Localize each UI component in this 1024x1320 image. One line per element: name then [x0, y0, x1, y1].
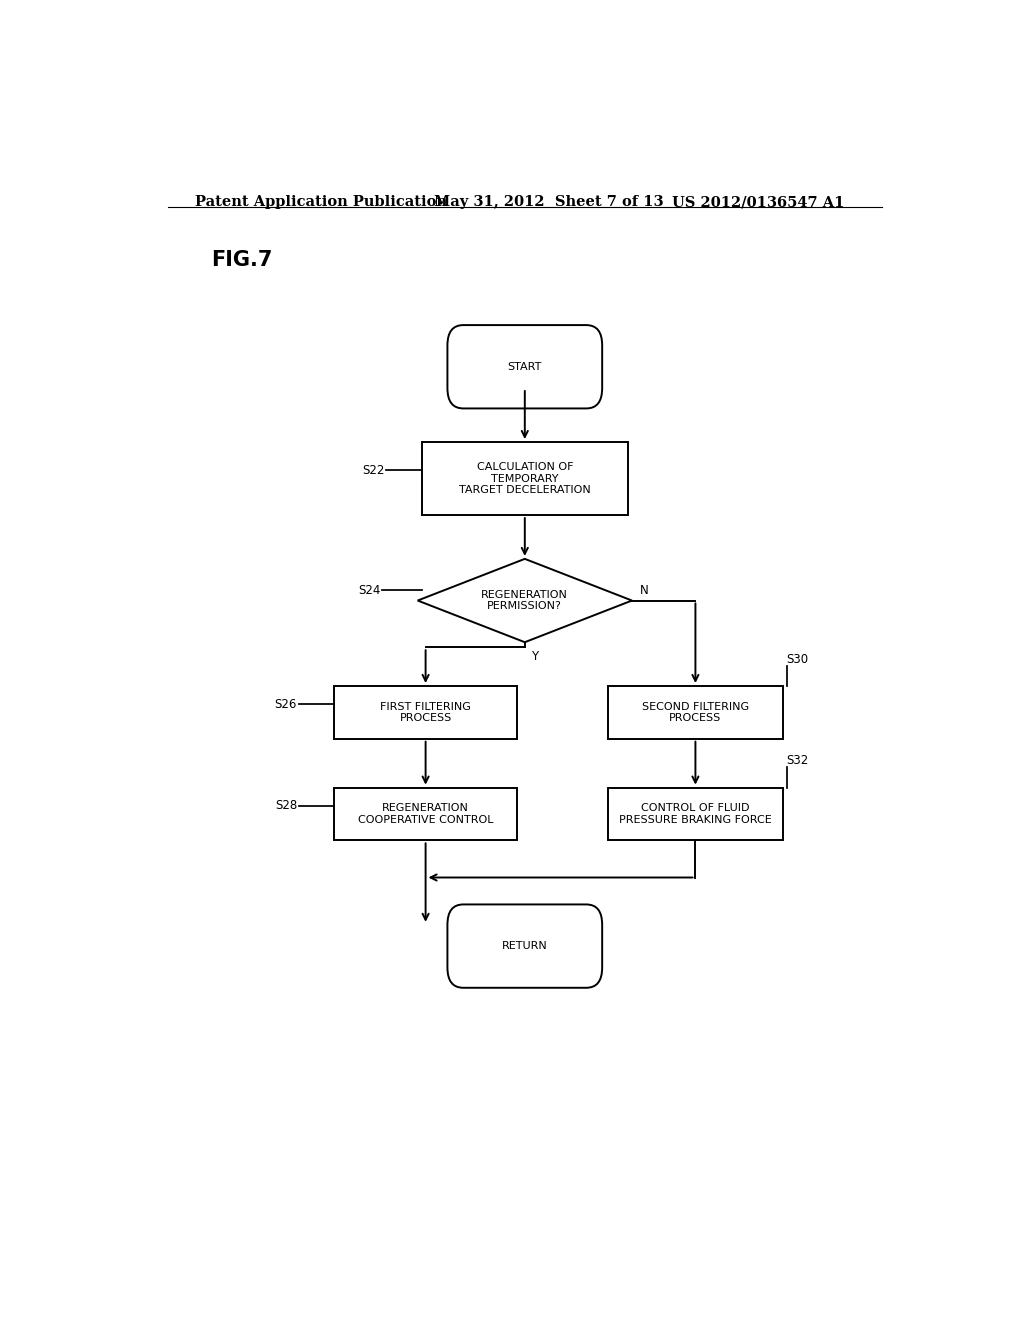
- Bar: [422, 442, 628, 515]
- Text: REGENERATION
PERMISSION?: REGENERATION PERMISSION?: [481, 590, 568, 611]
- Text: CALCULATION OF
TEMPORARY
TARGET DECELERATION: CALCULATION OF TEMPORARY TARGET DECELERA…: [459, 462, 591, 495]
- Text: US 2012/0136547 A1: US 2012/0136547 A1: [672, 195, 844, 210]
- Bar: [608, 788, 782, 841]
- Text: RETURN: RETURN: [502, 941, 548, 952]
- Text: FIRST FILTERING
PROCESS: FIRST FILTERING PROCESS: [380, 701, 471, 723]
- Text: N: N: [640, 583, 648, 597]
- Text: SECOND FILTERING
PROCESS: SECOND FILTERING PROCESS: [642, 701, 749, 723]
- Text: S22: S22: [361, 463, 384, 477]
- Text: START: START: [508, 362, 542, 372]
- Text: S30: S30: [786, 652, 809, 665]
- Bar: [608, 686, 782, 739]
- FancyBboxPatch shape: [447, 325, 602, 408]
- Text: FIG.7: FIG.7: [211, 249, 272, 269]
- Bar: [334, 686, 517, 739]
- Bar: [334, 788, 517, 841]
- Text: Y: Y: [531, 649, 539, 663]
- Text: REGENERATION
COOPERATIVE CONTROL: REGENERATION COOPERATIVE CONTROL: [357, 803, 494, 825]
- Polygon shape: [418, 558, 632, 643]
- Text: S24: S24: [358, 583, 380, 597]
- Text: S32: S32: [786, 754, 809, 767]
- FancyBboxPatch shape: [447, 904, 602, 987]
- Text: May 31, 2012  Sheet 7 of 13: May 31, 2012 Sheet 7 of 13: [433, 195, 664, 210]
- Text: S28: S28: [274, 800, 297, 812]
- Text: S26: S26: [274, 698, 297, 710]
- Text: CONTROL OF FLUID
PRESSURE BRAKING FORCE: CONTROL OF FLUID PRESSURE BRAKING FORCE: [620, 803, 772, 825]
- Text: Patent Application Publication: Patent Application Publication: [196, 195, 447, 210]
